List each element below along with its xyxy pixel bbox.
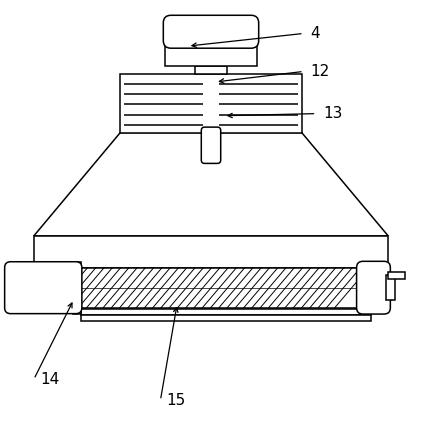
FancyBboxPatch shape <box>5 262 82 314</box>
Text: 14: 14 <box>40 372 60 387</box>
FancyBboxPatch shape <box>357 261 390 314</box>
Text: 15: 15 <box>167 393 186 408</box>
Bar <box>11 268 388 308</box>
FancyBboxPatch shape <box>163 15 259 48</box>
Bar <box>81 316 371 321</box>
Bar <box>76 268 371 308</box>
Bar <box>386 275 395 300</box>
Text: 4: 4 <box>310 26 320 41</box>
Bar <box>388 272 405 279</box>
Bar <box>34 236 388 268</box>
Text: 13: 13 <box>323 106 342 121</box>
Text: 12: 12 <box>310 64 330 79</box>
FancyBboxPatch shape <box>201 127 221 164</box>
Polygon shape <box>34 133 388 236</box>
Bar <box>165 39 257 66</box>
Bar <box>81 309 371 316</box>
Bar <box>73 262 81 314</box>
Bar <box>120 73 302 133</box>
Bar <box>195 66 227 73</box>
